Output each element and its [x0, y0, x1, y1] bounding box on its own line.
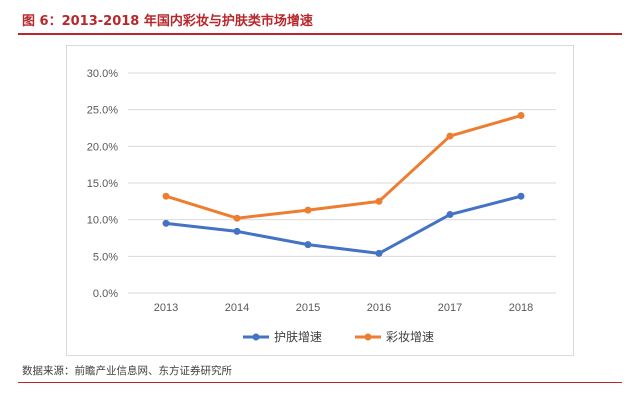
data-point	[233, 214, 241, 222]
chart-frame	[66, 45, 574, 356]
legend-swatch-marker	[252, 333, 260, 341]
data-point	[162, 219, 170, 227]
y-tick-label: 15.0%	[87, 178, 118, 190]
figure-title: 图 6：2013-2018 年国内彩妆与护肤类市场增速	[22, 14, 313, 29]
legend: 护肤增速 彩妆增速	[243, 329, 434, 344]
series-line	[165, 114, 522, 220]
gridlines	[128, 72, 556, 294]
x-tick-label: 2016	[367, 302, 391, 314]
series-lines	[162, 112, 525, 257]
y-tick-label: 30.0%	[87, 68, 118, 80]
x-axis-ticks: 2013 2014 2015 2016 2017 2018	[154, 302, 533, 314]
data-point	[375, 197, 383, 205]
data-point	[517, 192, 525, 200]
y-axis-ticks: 0.0% 5.0% 10.0% 15.0% 20.0% 25.0% 30.0%	[87, 68, 118, 300]
series-line	[165, 194, 522, 255]
data-point	[162, 192, 170, 200]
y-tick-label: 10.0%	[87, 215, 118, 227]
x-tick-label: 2013	[154, 302, 178, 314]
data-point	[446, 211, 454, 219]
x-tick-label: 2014	[225, 302, 249, 314]
source-note: 数据来源：前瞻产业信息网、东方证券研究所	[22, 365, 232, 377]
data-point	[233, 227, 241, 235]
data-point	[375, 249, 383, 257]
data-point	[446, 132, 454, 140]
data-point	[517, 112, 525, 120]
y-tick-label: 5.0%	[93, 251, 118, 263]
x-tick-label: 2018	[509, 302, 533, 314]
y-tick-label: 25.0%	[87, 105, 118, 117]
x-tick-label: 2017	[438, 302, 462, 314]
legend-label: 护肤增速	[274, 329, 322, 344]
y-tick-label: 0.0%	[93, 288, 118, 300]
legend-label: 彩妆增速	[386, 330, 434, 344]
y-tick-label: 20.0%	[87, 141, 118, 153]
legend-swatch-marker	[364, 333, 372, 341]
x-tick-label: 2015	[296, 302, 320, 314]
data-point	[304, 241, 312, 249]
title-divider	[18, 33, 622, 35]
data-point	[304, 206, 312, 214]
footer-divider	[18, 382, 622, 383]
